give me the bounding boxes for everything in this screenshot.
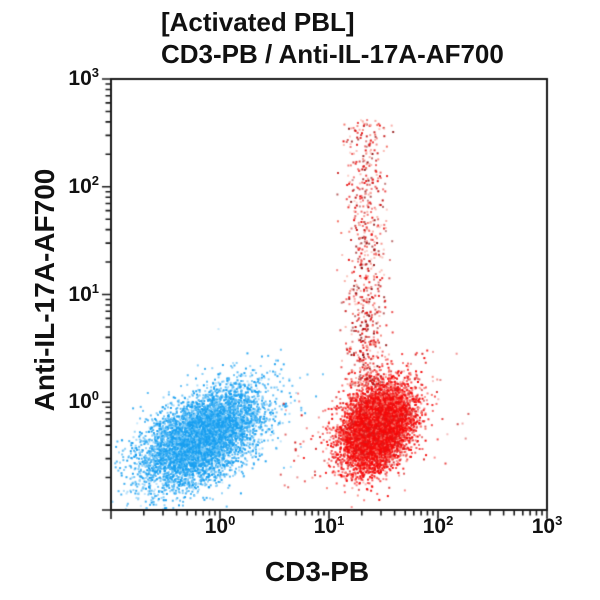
y-tick-label: 102 (68, 172, 99, 198)
x-tick-label: 103 (531, 513, 563, 538)
x-tick-label: 100 (204, 513, 236, 538)
x-tick-label: 101 (313, 513, 345, 538)
x-axis-label: CD3-PB (264, 556, 370, 587)
x-tick-label: 102 (422, 513, 454, 538)
y-tick-label: 103 (68, 65, 99, 90)
y-tick-label: 100 (68, 388, 99, 414)
y-tick-label: 101 (68, 280, 99, 306)
